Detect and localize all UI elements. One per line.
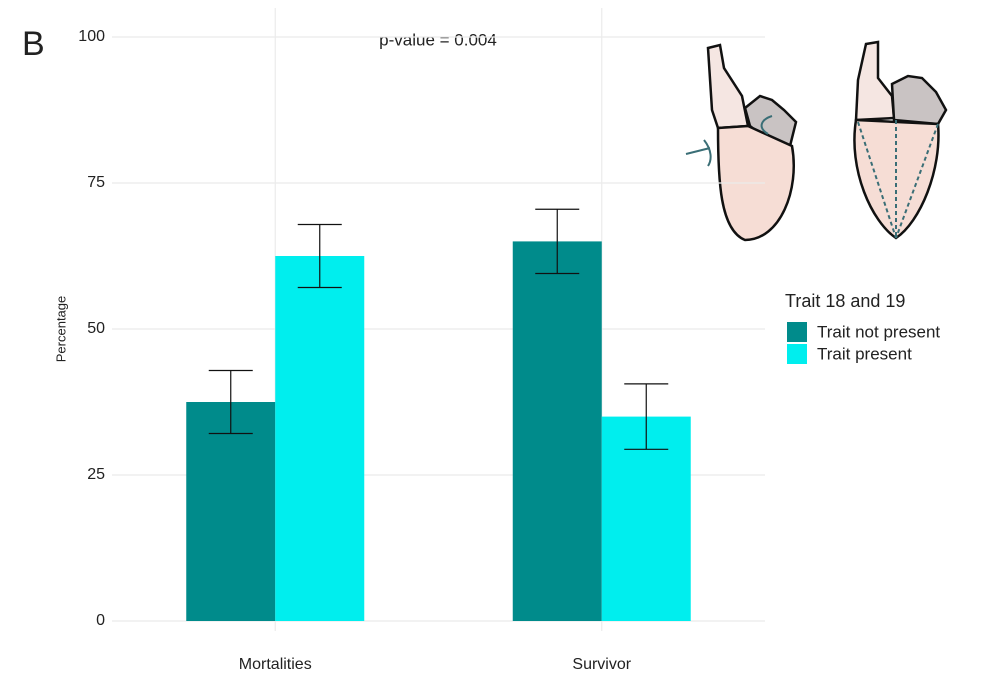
bar	[275, 256, 365, 621]
legend-swatch	[787, 344, 807, 364]
bar	[512, 241, 602, 621]
bar	[601, 416, 691, 621]
panel-label: B	[22, 25, 45, 63]
heart-illustrations	[685, 40, 948, 242]
y-axis-label: Percentage	[53, 296, 68, 363]
legend-label: Trait present	[817, 344, 912, 363]
y-tick-label: 25	[87, 466, 105, 483]
legend-label: Trait not present	[817, 322, 940, 341]
y-tick-label: 0	[96, 612, 105, 629]
y-tick-label: 100	[78, 28, 105, 45]
x-tick-label: Survivor	[572, 656, 631, 673]
y-tick-label: 50	[87, 320, 105, 337]
y-tick-label: 75	[87, 174, 105, 191]
bar	[186, 402, 276, 621]
annotation: p-value = 0.004	[379, 30, 497, 49]
x-tick-label: Mortalities	[239, 656, 312, 673]
legend-swatch	[787, 322, 807, 342]
legend-title: Trait 18 and 19	[785, 291, 905, 311]
